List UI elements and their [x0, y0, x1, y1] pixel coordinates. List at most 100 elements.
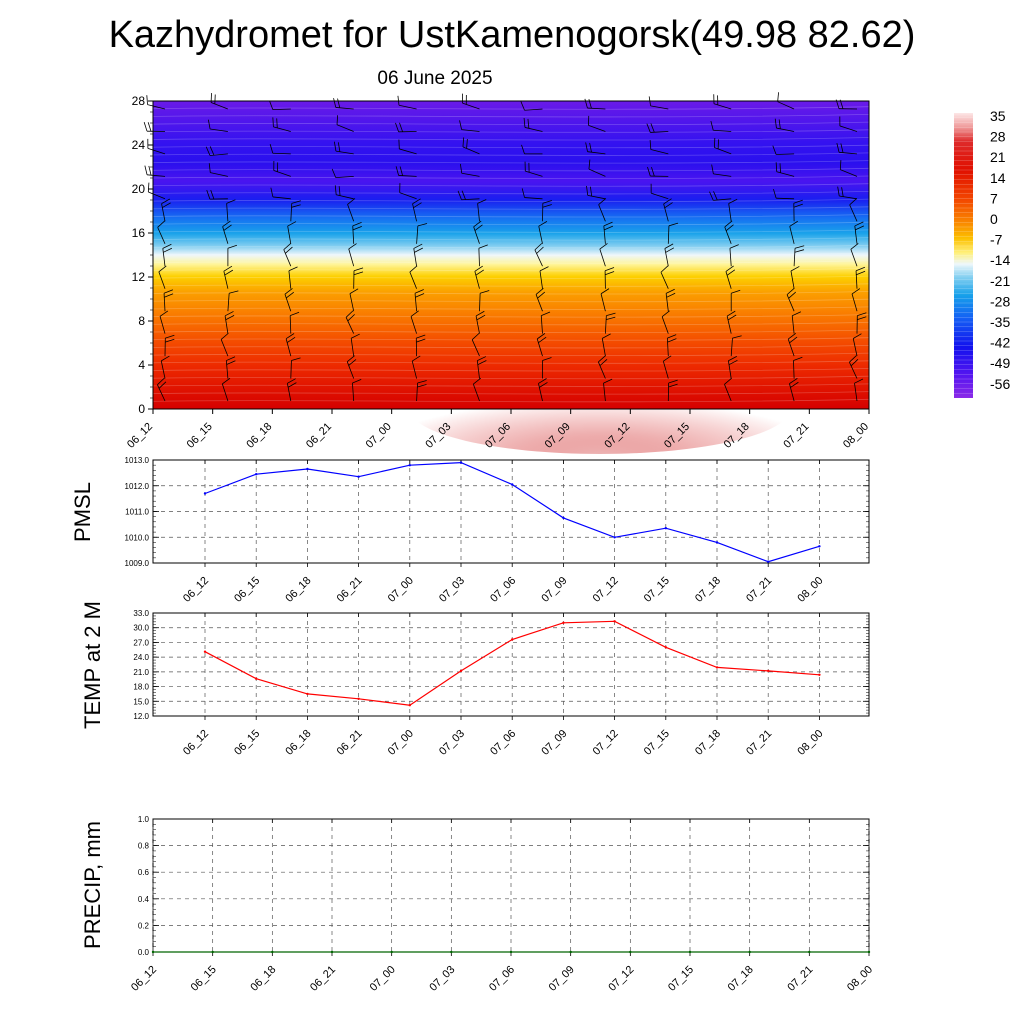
barb-flag [665, 288, 675, 294]
wind-barb [285, 333, 296, 357]
barb-flag [226, 360, 236, 365]
contour-line [152, 221, 870, 226]
data-point [767, 560, 770, 563]
data-point [818, 545, 821, 548]
barb-staff [289, 315, 292, 334]
wind-barb [729, 244, 739, 267]
barb-flag [588, 115, 590, 126]
contour-line [152, 167, 870, 172]
data-point [255, 677, 258, 680]
contour-line [152, 352, 870, 357]
barb-flag [793, 199, 803, 204]
contour-line [152, 283, 870, 287]
barb-flag [790, 266, 800, 272]
barb-flag [413, 202, 422, 209]
barb-staff [347, 204, 355, 222]
barb-staff [223, 271, 229, 289]
barb-staff [210, 102, 229, 110]
data-point [688, 950, 692, 954]
wind-barb [287, 221, 297, 244]
x-tick-label: 06_18 [283, 728, 313, 758]
barb-flag [724, 377, 732, 385]
barb-flag [538, 378, 547, 384]
data-point [715, 666, 719, 669]
barb-staff [650, 131, 669, 133]
y-tick-label: 12.0 [133, 712, 149, 721]
contour-line [152, 144, 870, 149]
barb-staff [398, 175, 417, 177]
barb-flag [774, 118, 777, 129]
wind-barb [462, 137, 480, 155]
barb-flag [144, 165, 148, 175]
barb-flag [709, 191, 714, 201]
wind-barb [222, 220, 232, 244]
data-point [818, 673, 821, 676]
y-tick-label: 1009.0 [125, 559, 150, 568]
barb-staff [713, 103, 732, 110]
barb-staff [660, 272, 669, 289]
barb-flag [226, 356, 236, 361]
barb-flag [272, 117, 274, 127]
barb-staff [839, 195, 858, 200]
wind-barb [710, 120, 732, 132]
data-point [867, 950, 871, 954]
barb-flag [728, 359, 738, 366]
wind-barb [603, 221, 614, 244]
wind-barb [146, 95, 166, 110]
contour-line [152, 398, 870, 403]
wind-barb [416, 380, 427, 402]
wind-barb [226, 199, 236, 222]
barb-flag [159, 310, 169, 317]
barb-flag [855, 225, 865, 231]
barb-flag [537, 291, 546, 299]
wind-barb [789, 378, 799, 402]
barb-flag [589, 142, 592, 153]
wind-barb [786, 288, 797, 312]
barb-flag [604, 225, 614, 231]
barb-flag [222, 377, 231, 385]
x-tick-label: 06_12 [129, 964, 159, 994]
wind-barb [534, 243, 544, 267]
barb-flag [789, 220, 798, 227]
barb-staff [849, 204, 858, 222]
x-tick-label: 06_18 [244, 421, 274, 451]
wind-barb [395, 122, 417, 133]
x-tick-label: 07_21 [785, 964, 815, 994]
barb-flag [725, 224, 734, 232]
barb-staff [474, 271, 480, 289]
barb-flag [773, 188, 777, 199]
barb-staff [776, 127, 795, 132]
barb-staff [729, 248, 732, 267]
wind-barb [352, 221, 362, 244]
data-point [664, 527, 667, 530]
wind-barb [837, 186, 858, 200]
barb-flag [779, 163, 781, 173]
barb-flag [338, 186, 341, 196]
wind-barb [395, 166, 417, 177]
barb-flag [475, 269, 485, 276]
barb-flag [857, 312, 867, 316]
barb-flag [269, 144, 274, 154]
barb-flag [521, 144, 525, 155]
barb-flag [395, 166, 400, 176]
wind-barb [664, 243, 675, 267]
y-tick-label: 0.0 [138, 948, 150, 957]
wind-barb [476, 356, 487, 379]
barb-staff [461, 198, 480, 201]
colorbar-label: -42 [990, 335, 1010, 351]
data-point [562, 516, 565, 520]
wind-barb [410, 310, 419, 334]
barb-flag [534, 243, 543, 251]
wind-barb [605, 312, 616, 334]
barb-staff [161, 203, 166, 222]
barb-flag [606, 316, 616, 321]
wind-barb [477, 199, 487, 222]
barb-staff [352, 225, 355, 244]
barb-staff [162, 248, 166, 267]
barb-flag [223, 265, 233, 272]
data-point [211, 950, 214, 954]
barb-flag [399, 122, 403, 132]
wind-barb [663, 198, 673, 222]
barb-flag [792, 311, 802, 317]
barb-flag [542, 204, 552, 208]
